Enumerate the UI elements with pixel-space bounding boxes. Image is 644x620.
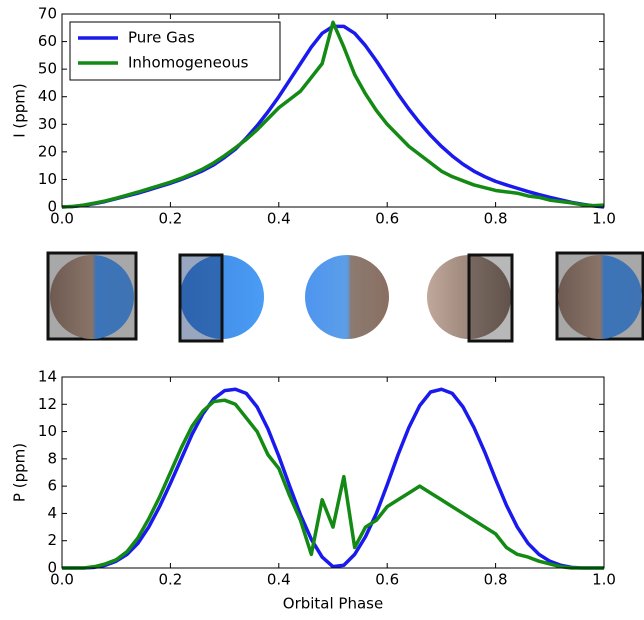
- x-axis-label: Orbital Phase: [283, 595, 383, 613]
- y-tick-label: 4: [47, 504, 57, 522]
- series-line: [62, 398, 604, 570]
- planet: [50, 255, 134, 339]
- x-tick-label: 0.0: [50, 571, 74, 589]
- y-tick-label: 8: [47, 449, 57, 467]
- legend-box: [69, 21, 281, 81]
- y-tick-label: 14: [38, 368, 57, 386]
- y-tick-label: 70: [38, 5, 57, 23]
- y-tick-label: 6: [47, 477, 57, 495]
- x-tick-label: 0.2: [158, 210, 182, 228]
- planet: [305, 255, 389, 339]
- phase-illustrations: [46, 251, 644, 343]
- y-tick-label: 0: [47, 198, 57, 216]
- y-tick-label: 0: [47, 559, 57, 577]
- x-tick-label: 0.4: [267, 210, 291, 228]
- y-tick-label: 20: [38, 142, 57, 160]
- x-tick-label: 0.6: [375, 571, 399, 589]
- plot-frame: [61, 376, 605, 569]
- x-tick-label: 0.4: [267, 571, 291, 589]
- y-tick-label: 30: [38, 115, 57, 133]
- y-tick-label: 2: [47, 531, 57, 549]
- y-axis-label: I (ppm): [11, 83, 29, 138]
- x-tick-label: 1.0: [592, 571, 616, 589]
- y-tick-label: 60: [38, 32, 57, 50]
- x-tick-label: 0.6: [375, 210, 399, 228]
- x-tick-label: 0.0: [50, 210, 74, 228]
- y-tick-label: 12: [38, 395, 57, 413]
- series-line: [62, 387, 604, 570]
- x-tick-label: 0.8: [484, 210, 508, 228]
- x-tick-label: 0.8: [484, 571, 508, 589]
- y-tick-label: 40: [38, 87, 57, 105]
- y-axis-label: P (ppm): [11, 443, 29, 502]
- phase-box: [467, 253, 514, 343]
- phase-box: [178, 253, 224, 343]
- series-line: [61, 20, 605, 209]
- y-tick-label: 50: [38, 60, 57, 78]
- x-tick-label: 0.2: [158, 571, 182, 589]
- plot-frame: [61, 13, 605, 208]
- y-tick-label: 10: [38, 170, 57, 188]
- legend-label: Pure Gas: [128, 29, 195, 47]
- y-tick-label: 10: [38, 422, 57, 440]
- x-tick-label: 1.0: [592, 210, 616, 228]
- legend-label: Inhomogeneous: [128, 54, 249, 72]
- planet: [558, 255, 642, 339]
